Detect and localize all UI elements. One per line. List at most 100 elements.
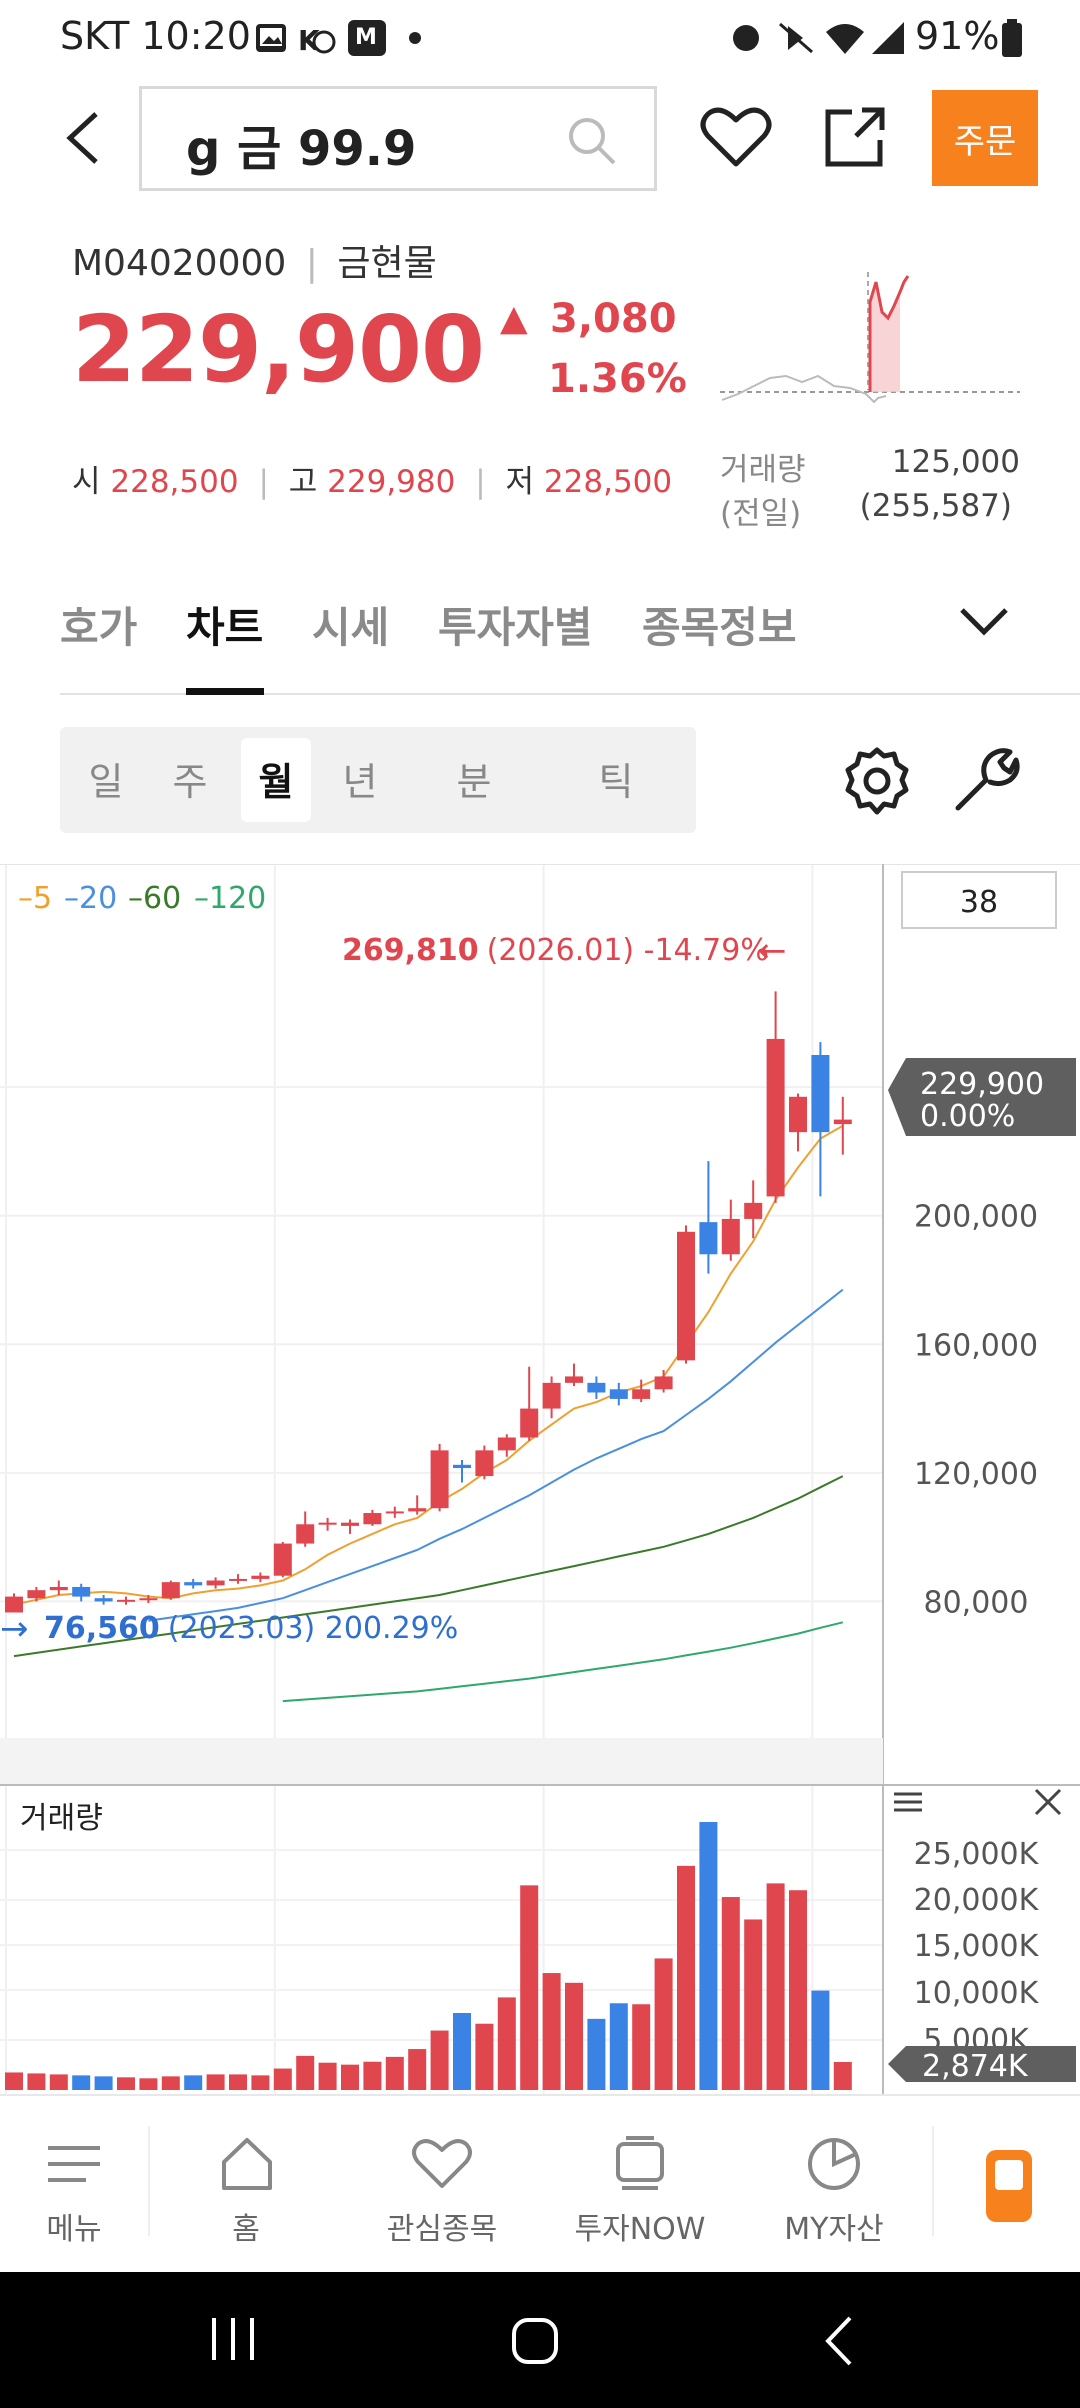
candle-body xyxy=(385,1511,404,1514)
candle-body xyxy=(184,1582,203,1586)
period-active-bg xyxy=(241,738,311,822)
chevron-down-icon[interactable] xyxy=(958,602,1010,642)
volume-bar xyxy=(184,2075,203,2090)
volume-bar xyxy=(363,2061,382,2090)
candle-body xyxy=(161,1582,180,1599)
volume-bar xyxy=(744,1919,763,2090)
nav-menu[interactable]: 메뉴 xyxy=(20,2096,128,2274)
mstock-icon xyxy=(348,20,386,56)
candle-body xyxy=(341,1522,359,1526)
volume-bar xyxy=(296,2055,315,2090)
candle-body xyxy=(363,1513,382,1525)
period-selector xyxy=(60,727,696,833)
candle-body xyxy=(27,1590,46,1599)
period-week[interactable]: 주 xyxy=(172,760,208,804)
pie-icon xyxy=(808,2138,860,2190)
period-day[interactable]: 일 xyxy=(88,760,124,804)
candle-body xyxy=(789,1096,807,1133)
candle-body xyxy=(5,1596,23,1613)
status-right-icons xyxy=(733,22,904,54)
candle-body xyxy=(318,1522,337,1525)
candle-body xyxy=(475,1450,494,1477)
security-code-line: M04020000 | 금현물 xyxy=(72,243,437,284)
volume-bar xyxy=(632,2004,651,2090)
dot-icon xyxy=(409,32,421,44)
y-tick-label: 80,000 xyxy=(924,1585,1029,1620)
svg-text:–20: –20 xyxy=(64,881,117,916)
volume-bar xyxy=(385,2056,404,2090)
nav-invest-now[interactable]: 투자NOW xyxy=(566,2096,714,2274)
wrench-icon[interactable] xyxy=(950,746,1020,816)
search-input[interactable]: g 금 99.9 xyxy=(139,86,657,191)
volume-tick-label: 15,000K xyxy=(914,1929,1040,1964)
volume-tag-text: 2,874K xyxy=(922,2049,1029,2084)
ohl-line: 시 228,500 | 고 229,980 | 저 228,500 xyxy=(72,464,673,500)
low-label: 저 xyxy=(505,464,535,500)
period-year[interactable]: 년 xyxy=(342,760,378,804)
candle-body xyxy=(72,1586,91,1597)
tab-investor[interactable]: 투자자별 xyxy=(438,603,593,652)
candle-body xyxy=(744,1202,763,1219)
svg-text:–5: –5 xyxy=(18,881,52,916)
volume-bar xyxy=(273,2068,292,2090)
candle-body xyxy=(699,1222,718,1255)
tab-sise[interactable]: 시세 xyxy=(312,603,390,652)
tab-hoga[interactable]: 호가 xyxy=(60,603,138,652)
back-icon[interactable] xyxy=(58,108,108,168)
volume-bar xyxy=(27,2073,46,2090)
back-system-icon[interactable] xyxy=(820,2314,860,2368)
price-chart[interactable]: 240,000200,000160,000120,00080,00025,000… xyxy=(0,864,1080,2094)
volume-tick-label: 20,000K xyxy=(914,1883,1040,1918)
search-icon[interactable] xyxy=(562,111,622,171)
period-month[interactable]: 월 xyxy=(258,760,294,804)
period-minute[interactable]: 분 xyxy=(456,760,492,804)
volume-bar xyxy=(609,2003,628,2090)
ma-60: 60 xyxy=(143,881,181,916)
candle-body xyxy=(565,1376,583,1383)
volume-bar xyxy=(341,2064,359,2090)
tab-divider xyxy=(60,693,1080,695)
volume-bar xyxy=(430,2030,449,2090)
high-value: 229,980 xyxy=(327,464,456,500)
ma-5: 5 xyxy=(33,881,52,916)
candle-body xyxy=(408,1508,427,1512)
alarm-icon xyxy=(733,25,759,51)
candle-body xyxy=(721,1218,740,1255)
nav-phone[interactable] xyxy=(960,2096,1060,2274)
candle-body xyxy=(609,1389,628,1399)
volume-bar xyxy=(251,2075,270,2090)
y-tick-label: 200,000 xyxy=(914,1200,1038,1235)
volume-bar xyxy=(654,1958,673,2090)
favorite-heart-icon[interactable] xyxy=(700,104,772,170)
nav-watchlist[interactable]: 관심종목 xyxy=(372,2096,512,2274)
tab-info[interactable]: 종목정보 xyxy=(642,603,797,652)
volume-tick-label: 25,000K xyxy=(914,1837,1040,1872)
current-price-tag: 229,900 0.00% xyxy=(888,1058,1076,1136)
recent-apps-icon[interactable] xyxy=(208,2314,258,2364)
order-button[interactable]: 주문 xyxy=(932,90,1038,186)
current-tag-price: 229,900 xyxy=(920,1067,1044,1102)
candle-body xyxy=(229,1578,247,1581)
nav-home[interactable]: 홈 xyxy=(190,2096,302,2274)
volume-current-tag: 2,874K xyxy=(888,2046,1076,2084)
status-bar: SKT 10:20 K M 91% xyxy=(0,0,1080,76)
volume-bar xyxy=(206,2074,225,2090)
nav-my-assets[interactable]: MY자산 xyxy=(770,2096,898,2274)
home-system-icon[interactable] xyxy=(510,2316,560,2366)
volume-bar xyxy=(587,2018,606,2090)
share-icon[interactable] xyxy=(822,104,888,170)
nav-invest-now-label: 투자NOW xyxy=(574,2212,706,2247)
intraday-sparkline[interactable] xyxy=(718,262,1024,412)
candle-body xyxy=(542,1382,561,1409)
candle-body xyxy=(139,1598,158,1601)
security-name: 금현물 xyxy=(337,243,437,284)
period-tick[interactable]: 틱 xyxy=(598,760,634,804)
volume-bar xyxy=(721,1897,740,2090)
open-label: 시 xyxy=(72,464,101,500)
candle-body xyxy=(632,1389,651,1399)
settings-gear-icon[interactable] xyxy=(842,746,912,816)
y-tick-label: 120,000 xyxy=(914,1457,1038,1492)
tab-chart[interactable]: 차트 xyxy=(186,603,264,652)
security-code: M04020000 xyxy=(72,243,287,284)
volume-bar xyxy=(94,2076,113,2090)
